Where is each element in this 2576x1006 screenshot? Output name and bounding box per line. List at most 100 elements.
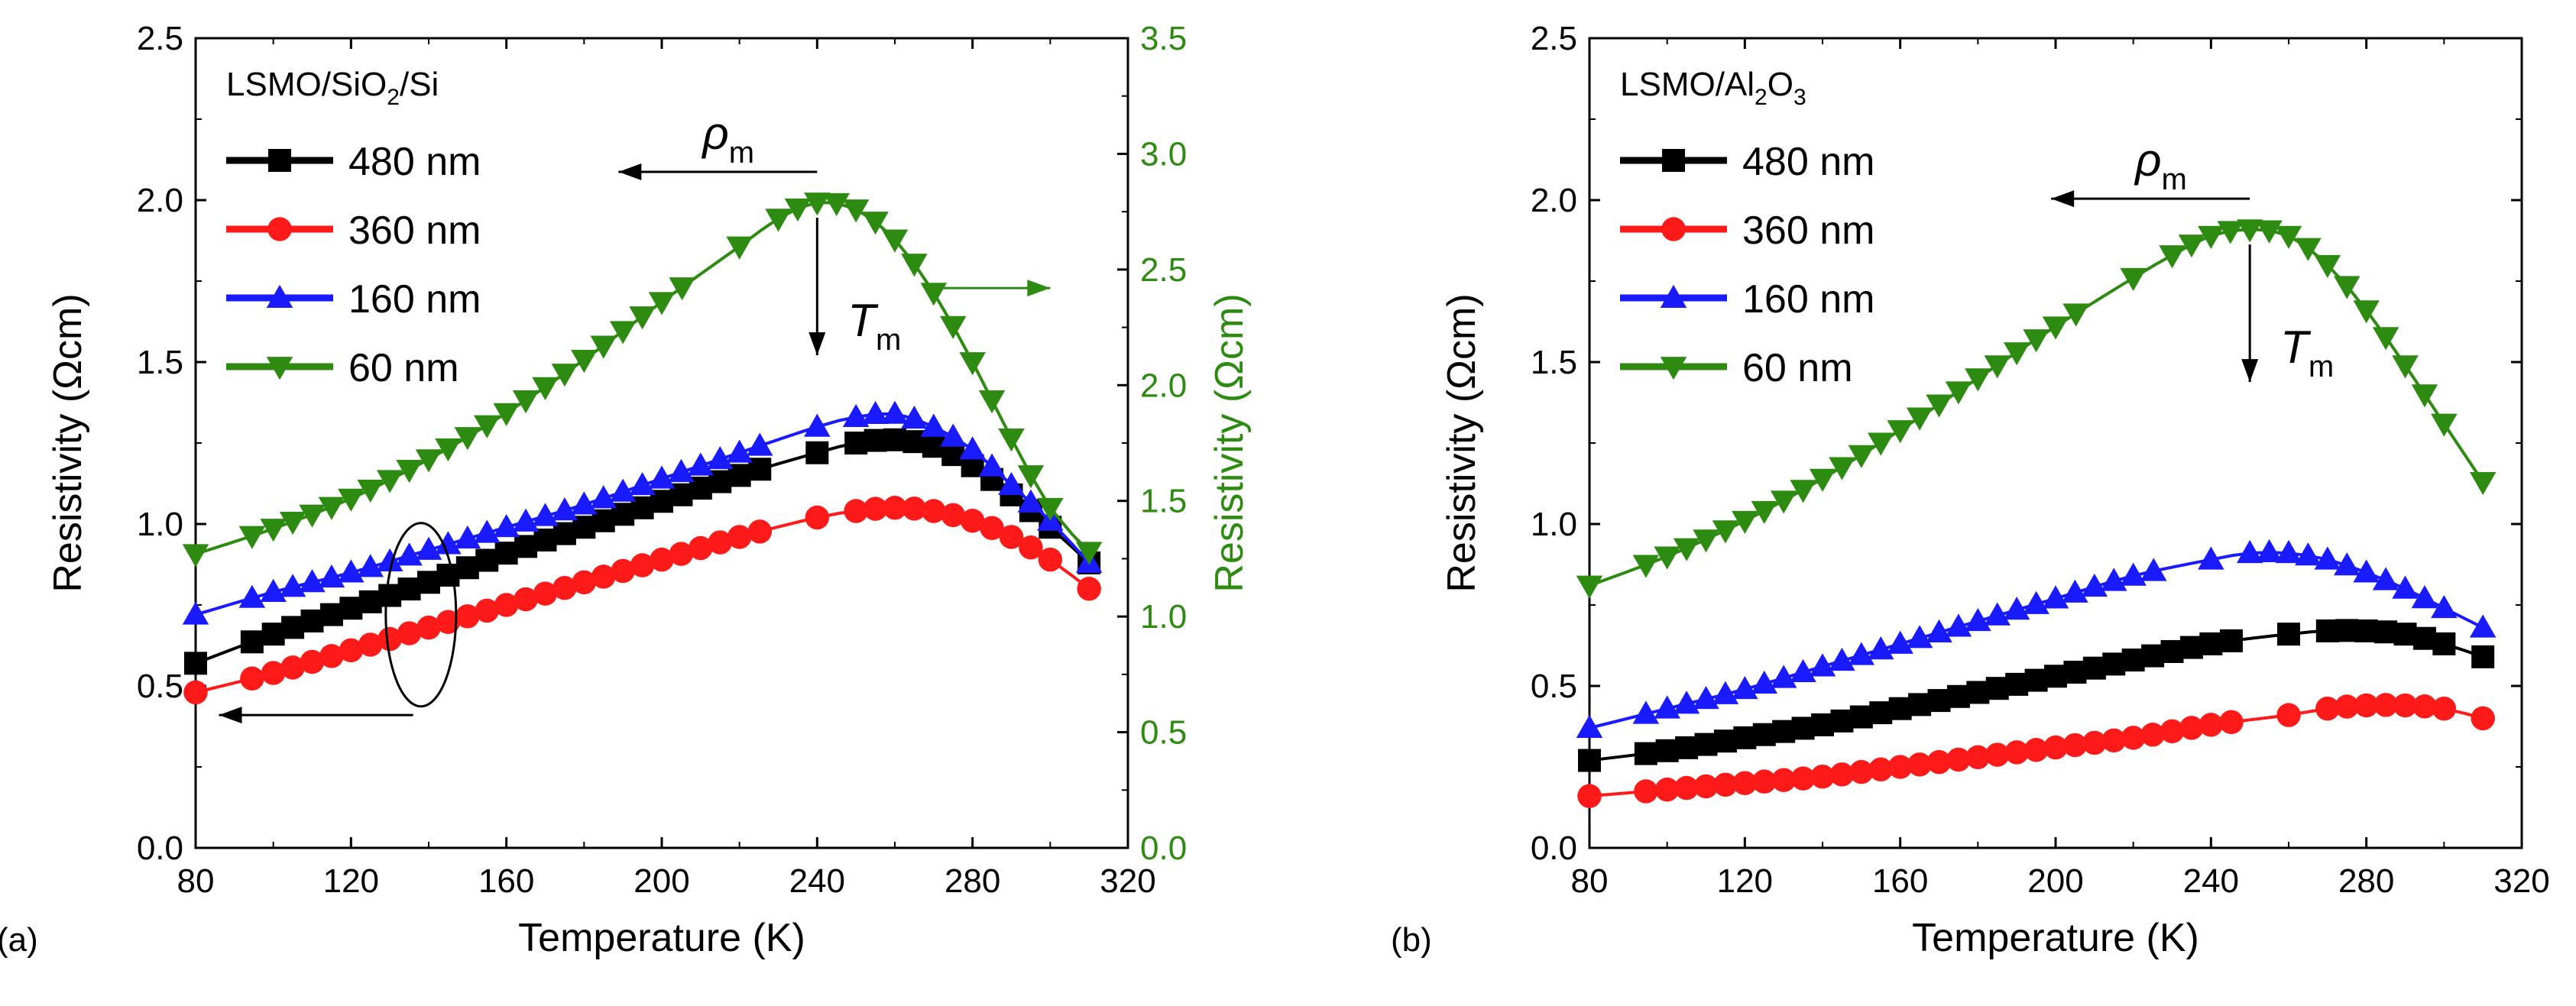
- x-tick-label: 80: [177, 862, 215, 900]
- x-tick-label: 200: [2027, 862, 2083, 900]
- data-point: [941, 443, 965, 467]
- data-point: [551, 497, 578, 521]
- y-tick-label: 0.5: [137, 668, 183, 705]
- data-point: [417, 571, 440, 594]
- data-point: [980, 516, 1004, 541]
- data-point: [1830, 709, 1854, 733]
- data-point: [2411, 384, 2438, 408]
- data-point: [571, 350, 598, 374]
- data-point: [475, 598, 499, 623]
- legend-label: 60 nm: [348, 346, 459, 390]
- data-point: [881, 400, 909, 424]
- data-point: [1654, 546, 1680, 570]
- plot-frame: [1588, 37, 2523, 849]
- data-point: [1907, 752, 1932, 777]
- data-point: [1868, 432, 1894, 456]
- legend-title: LSMO/SiO2/Si: [226, 66, 439, 110]
- data-point: [2219, 629, 2243, 652]
- legend-label: 60 nm: [1742, 346, 1853, 390]
- data-point: [804, 413, 831, 437]
- y2-tick-label: 0.0: [1140, 830, 1187, 867]
- data-point: [2062, 303, 2089, 327]
- data-point: [959, 352, 986, 376]
- data-point: [2372, 567, 2399, 590]
- data-point: [1654, 777, 1680, 802]
- series-160-nm: [182, 400, 1103, 625]
- data-point: [1887, 755, 1913, 779]
- series-480-nm: [1578, 619, 2495, 772]
- data-point: [2469, 614, 2497, 638]
- data-point: [2295, 238, 2322, 261]
- data-point: [376, 470, 403, 493]
- legend-label: 480 nm: [1742, 140, 1874, 184]
- data-point: [1038, 547, 1063, 572]
- legend-item: 480 nm: [226, 140, 481, 184]
- data-point: [1771, 768, 1796, 792]
- x-tick-label: 280: [2338, 862, 2394, 900]
- data-point: [1017, 489, 1045, 513]
- data-point: [2236, 539, 2263, 564]
- data-point: [436, 563, 460, 587]
- data-point: [1848, 445, 1875, 468]
- data-point: [358, 632, 383, 657]
- data-point: [1926, 394, 1952, 418]
- data-point: [2063, 660, 2087, 684]
- data-point: [1732, 510, 1758, 535]
- data-point: [512, 390, 540, 414]
- data-point: [668, 458, 695, 483]
- rho-arrow: [618, 163, 818, 181]
- data-point: [2432, 696, 2457, 721]
- data-point: [1869, 701, 1893, 725]
- data-point: [2315, 619, 2339, 642]
- y-tick-label: 2.5: [1531, 20, 1577, 57]
- data-point: [2141, 644, 2165, 668]
- data-point: [2102, 652, 2126, 676]
- data-point: [648, 292, 676, 315]
- data-point: [998, 471, 1025, 496]
- data-point: [2374, 620, 2398, 644]
- data-point: [1791, 716, 1815, 740]
- data-point: [1713, 729, 1737, 753]
- data-point: [318, 497, 345, 520]
- data-point: [436, 610, 461, 635]
- data-point: [279, 511, 306, 535]
- x-tick-label: 160: [1872, 862, 1928, 900]
- legend-marker: [266, 284, 293, 308]
- data-point: [2024, 668, 2048, 692]
- data-point: [864, 429, 887, 452]
- x-tick-label: 320: [2493, 862, 2549, 900]
- data-point: [863, 497, 888, 521]
- legend-marker: [266, 357, 293, 380]
- data-point: [2219, 710, 2244, 735]
- data-point: [842, 403, 870, 428]
- data-point: [1770, 665, 1797, 688]
- data-point: [2198, 225, 2224, 249]
- data-point: [377, 626, 402, 652]
- data-point: [883, 496, 907, 520]
- data-point: [2179, 636, 2203, 659]
- panel-label: (a): [0, 921, 38, 959]
- data-point: [609, 478, 637, 502]
- data-point: [397, 577, 421, 601]
- data-point: [475, 548, 499, 572]
- data-point: [2412, 694, 2437, 719]
- data-point: [1019, 535, 1043, 560]
- data-point: [319, 603, 343, 626]
- data-point: [2314, 546, 2341, 570]
- data-point: [1077, 577, 1101, 601]
- data-point: [765, 209, 792, 232]
- data-point: [2275, 225, 2302, 249]
- data-point: [2372, 327, 2399, 351]
- data-point: [261, 623, 285, 646]
- data-point: [1654, 695, 1680, 719]
- data-point: [183, 680, 208, 705]
- data-point: [300, 649, 325, 674]
- data-point: [319, 644, 344, 668]
- data-point: [998, 429, 1025, 452]
- data-point: [415, 449, 442, 473]
- data-point: [299, 504, 326, 528]
- series-160-nm: [1576, 539, 2497, 739]
- data-point: [669, 542, 694, 566]
- y2-tick-label: 1.0: [1140, 598, 1187, 636]
- data-point: [454, 427, 481, 451]
